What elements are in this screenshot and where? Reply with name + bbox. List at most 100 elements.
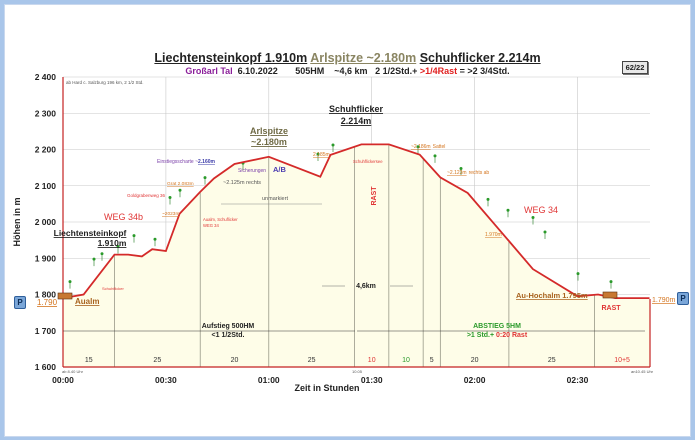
- subtitle-valley: Großarl Tal: [185, 66, 233, 76]
- tree-icon: [331, 143, 335, 147]
- x-axis-ticks: 00:00 00:30 01:00 01:30 02:00 02:30: [52, 375, 589, 385]
- x-tick-label: 00:30: [155, 375, 177, 385]
- label-rechts-2125: ~2.125m rechts: [223, 180, 261, 186]
- label-arlspitze-alt: ~2.180m: [251, 137, 287, 147]
- segment-lines: [114, 144, 596, 367]
- tree-icon: [153, 237, 157, 241]
- y-tick-label: 1 700: [35, 326, 57, 336]
- label-sattel: ~2.186m Sattel: [411, 144, 445, 150]
- title-arlspitze: Arlspitze ~2.180m: [310, 51, 417, 65]
- segment-minutes: 10+5: [614, 357, 630, 364]
- tree-icon: [433, 154, 437, 158]
- label-weg-34b: WEG 34b: [104, 212, 143, 222]
- x-tick-label: 00:00: [52, 375, 74, 385]
- label-alt-2023: ~2023m: [162, 211, 179, 217]
- tree-icon: [543, 230, 547, 234]
- tree-icon: [609, 280, 613, 284]
- title-schuhflicker: Schuhflicker 2.214m: [419, 51, 541, 65]
- tree-icon: [506, 208, 510, 212]
- x-tick-label: 01:00: [258, 375, 280, 385]
- label-sicherungen: Sicherungen: [238, 168, 266, 174]
- tree-icon: [203, 176, 207, 180]
- parking-icon-end: P: [677, 292, 689, 305]
- y-tick-label: 2 000: [35, 217, 57, 227]
- subtitle-rest: >1/4Rast: [419, 66, 458, 76]
- segment-minutes: 20: [231, 357, 239, 364]
- sign-schuhflicker: Schuhflicker: [102, 286, 124, 291]
- label-grat: Grat 2.083m: [167, 181, 194, 187]
- hut-icon-aualm: [57, 292, 73, 300]
- tree-icon: [92, 257, 96, 261]
- label-schuhflicker: Schuhflicker: [329, 104, 384, 114]
- label-rechts-ab: ~2.123m rechts ab: [447, 170, 489, 176]
- start-note: ab Hard c. Salzburg 196 km, 2 1/2 Std.: [66, 80, 144, 85]
- label-rast-summit: RAST: [371, 186, 378, 206]
- tree-icon: [486, 197, 490, 201]
- profile-line: [62, 143, 650, 299]
- label-end-alt: 1.790m: [652, 297, 676, 304]
- label-ab: A/B: [273, 165, 287, 174]
- sign-schuhflickersee: Schuhflickersee: [353, 159, 383, 164]
- label-start-alt: 1.790: [37, 298, 58, 307]
- y-tick-label: 2 400: [35, 72, 57, 82]
- segment-minutes: 20: [471, 357, 479, 364]
- y-tick-label: 2 200: [35, 145, 57, 155]
- chart-title: Liechtensteinkopf 1.910m Arlspitze ~2.18…: [0, 51, 695, 65]
- segment-minute-labels: 15 25 20 25 10 10 5 20 25 10+5: [85, 357, 630, 364]
- label-unmarkiert: unmarkiert: [262, 196, 288, 202]
- start-time: ab 8.40 Uhr: [62, 369, 84, 374]
- subtitle-total: = >2 3/4Std.: [459, 66, 510, 76]
- segment-minutes: 25: [308, 357, 316, 364]
- tree-icon: [576, 272, 580, 276]
- sign-goldgrabenweg: Goldgrabenweg 36: [127, 193, 166, 198]
- x-tick-label: 01:30: [361, 375, 383, 385]
- label-liechtensteinkopf-alt: 1.910m: [98, 238, 127, 248]
- label-abstieg-1: ABSTIEG 5HM: [473, 323, 521, 330]
- segment-minutes: 5: [430, 357, 434, 364]
- label-weg-34: WEG 34: [524, 205, 558, 215]
- label-au-hochalm: Au-Hochalm 1.795m: [516, 291, 588, 300]
- label-schuhflicker-alt: 2.214m: [341, 116, 372, 126]
- y-tick-label: 1 800: [35, 290, 57, 300]
- subtitle-date: 6.10.2022: [237, 66, 278, 76]
- subtitle-distance: ~4,6 km: [334, 66, 368, 76]
- parking-icon-start: P: [14, 296, 26, 309]
- y-tick-label: 1 900: [35, 253, 57, 263]
- page-badge: 62/22: [622, 61, 648, 74]
- segment-minutes: 15: [85, 357, 93, 364]
- y-tick-label: 2 100: [35, 181, 57, 191]
- summit-time: 10.05: [352, 369, 363, 374]
- tree-icon: [459, 167, 463, 170]
- tree-icon: [531, 215, 535, 219]
- title-liechtensteinkopf: Liechtensteinkopf 1.910m: [154, 51, 308, 65]
- x-tick-label: 02:00: [464, 375, 486, 385]
- label-rast-hut: RAST: [601, 305, 621, 312]
- tree-icon: [178, 188, 182, 192]
- tree-icon: [116, 244, 120, 248]
- segment-minutes: 10: [368, 357, 376, 364]
- tree-icon: [168, 196, 172, 199]
- sign-aualm-2: WEG 34: [203, 223, 219, 228]
- label-aufstieg-2: <1 1/2Std.: [212, 332, 245, 339]
- label-distance: 4,6km: [356, 283, 376, 290]
- end-time: an10.45 Uhr: [631, 369, 654, 374]
- tree-icon: [132, 234, 136, 238]
- tree-icon: [100, 252, 104, 256]
- subtitle-time: 2 1/2Std.+: [375, 66, 418, 76]
- segment-minutes: 25: [548, 357, 556, 364]
- tree-icon: [68, 280, 72, 284]
- subtitle-elevation-gain: 505HM: [295, 66, 325, 76]
- segment-minutes: 25: [153, 357, 161, 364]
- label-alt-1970: 1.970m: [485, 232, 502, 238]
- label-liechtensteinkopf: Liechtensteinkopf: [54, 228, 127, 238]
- x-axis-title: Zeit in Stunden: [295, 383, 360, 393]
- y-tick-label: 2 300: [35, 108, 57, 118]
- y-axis-title: Höhen in m: [12, 198, 22, 247]
- label-abstieg-2: >1 Std.+ 0:20 Rast: [467, 332, 528, 339]
- tree-icon: [316, 152, 320, 156]
- chart-subtitle: Großarl Tal 6.10.2022 505HM ~4,6 km 2 1/…: [0, 66, 695, 76]
- sign-aualm-1: Aualm, Schuflicker: [203, 217, 238, 222]
- y-tick-label: 1 600: [35, 362, 57, 372]
- tree-icon: [416, 145, 420, 149]
